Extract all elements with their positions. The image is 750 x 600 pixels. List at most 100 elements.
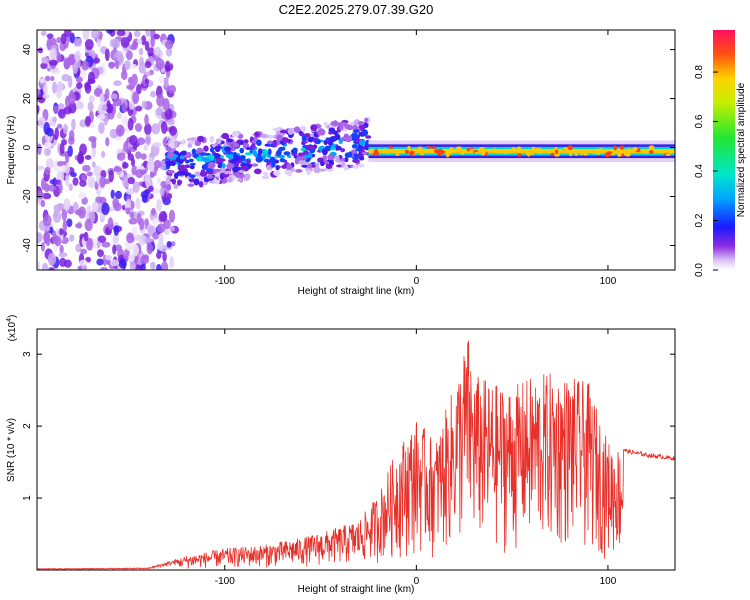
spectrogram-panel: -100 0 100 -40 -20 0 20 40 Height of straight l… <box>6 29 676 297</box>
spectrogram-noise-cell <box>162 251 167 262</box>
spectrogram-track-cell <box>232 143 240 148</box>
spectrogram-noise-cell <box>163 77 169 88</box>
spectrogram-noise-cell <box>56 80 64 92</box>
spectrogram-noise-cell <box>113 202 122 212</box>
spectrogram-noise-cell <box>108 61 115 69</box>
spectrogram-noise-cell <box>56 51 62 63</box>
spectrogram-noise-cell <box>112 232 120 245</box>
snr-series-line <box>37 340 675 570</box>
spectrogram-noise-cell <box>75 223 83 229</box>
spectrogram-track-cell <box>301 164 309 168</box>
snr-exponent-power: 4 <box>6 318 13 322</box>
spectrogram-track-cell <box>219 166 226 174</box>
spectrogram-noise-cell <box>37 190 44 200</box>
spectrogram-noise-cell <box>134 123 143 132</box>
spectrogram-track-cell <box>167 175 172 180</box>
steady-tone-dot <box>409 150 415 156</box>
spectrogram-noise-cell <box>127 177 135 185</box>
spectrogram-noise-cell <box>144 41 150 52</box>
steady-tone-dot <box>373 149 379 154</box>
spectrogram-xtick-label: -100 <box>215 276 235 287</box>
spectrogram-track-cell <box>343 157 349 163</box>
spectrogram-noise-cell <box>151 123 161 135</box>
spectrogram-track-cell <box>267 148 272 155</box>
spectrogram-track-cell <box>188 158 194 163</box>
spectrogram-noise-cell <box>92 57 101 64</box>
spectrogram-track-cell <box>185 159 190 164</box>
spectrogram-ytick-label: -20 <box>22 189 33 204</box>
steady-tone-dot <box>444 150 448 153</box>
spectrogram-noise-cell <box>79 143 88 156</box>
spectrogram-noise-cell <box>101 150 106 159</box>
spectrogram-noise-cell <box>138 47 144 56</box>
spectrogram-noise-cell <box>56 36 62 44</box>
spectrogram-noise-cell <box>97 235 107 244</box>
spectrogram-track-cell <box>203 163 208 171</box>
spectrogram-noise-cell <box>145 134 152 146</box>
spectrogram-noise-cell <box>64 30 72 38</box>
spectrogram-noise-cell <box>131 243 140 257</box>
spectrogram-ylabel: Frequency (Hz) <box>6 116 17 185</box>
spectrogram-track-cell <box>189 162 196 166</box>
spectrogram-track-cell <box>281 164 287 169</box>
spectrogram-track-cell <box>173 172 179 180</box>
steady-tone-dot <box>649 150 654 154</box>
spectrogram-track-cell <box>318 128 324 133</box>
spectrogram-track-cell <box>190 137 196 142</box>
spectrogram-noise-cell <box>160 121 168 134</box>
spectrogram-noise-cell <box>62 219 68 233</box>
spectrogram-track-cell <box>256 139 262 146</box>
spectrogram-xtick-label: 0 <box>414 276 420 287</box>
spectrogram-track-cell <box>189 165 195 170</box>
spectrogram-track-cell <box>320 161 325 167</box>
spectrogram-noise-cell <box>58 181 63 194</box>
steady-tone-dot <box>388 146 394 150</box>
spectrogram-noise-cell <box>126 84 135 90</box>
spectrogram-track-cell <box>353 153 359 159</box>
spectrogram-noise-cell <box>56 170 65 183</box>
spectrogram-track-cell <box>208 161 216 169</box>
steady-tone-dot <box>597 148 604 153</box>
spectrogram-noise-cell <box>58 252 68 258</box>
spectrogram-noise-cell <box>41 57 49 64</box>
spectrogram-track-cell <box>272 139 277 146</box>
spectrogram-noise-cell <box>43 214 52 227</box>
spectrogram-noise-cell <box>169 256 175 269</box>
spectrogram-track-cell <box>351 144 358 149</box>
steady-tone-dot <box>613 145 617 151</box>
spectrogram-noise-cell <box>52 210 62 223</box>
spectrogram-noise-cell <box>59 257 67 267</box>
spectrogram-noise-cell <box>91 161 96 168</box>
spectrogram-noise-cell <box>131 226 138 238</box>
spectrogram-track-cell <box>341 121 347 126</box>
spectrogram-noise-cell <box>63 59 70 70</box>
spectrogram-noise-cell <box>114 190 122 200</box>
spectrogram-noise-cell <box>122 162 129 169</box>
spectrogram-noise-cell <box>167 118 175 126</box>
spectrogram-noise-cell <box>128 253 135 262</box>
spectrogram-noise-cell <box>135 197 141 210</box>
spectrogram-track-cell <box>357 163 365 168</box>
spectrogram-noise-cell <box>96 249 104 258</box>
spectrogram-track-cell <box>246 147 251 151</box>
spectrogram-track-cell <box>165 146 172 151</box>
spectrogram-track-cell <box>243 173 251 180</box>
spectrogram-track-cell <box>334 155 340 160</box>
spectrogram-track-cell <box>287 127 294 135</box>
steady-tone-dot <box>426 145 431 149</box>
steady-tone-dot <box>505 150 510 154</box>
spectrogram-noise-cell <box>44 141 53 149</box>
spectrogram-track-cell <box>221 132 230 140</box>
spectrogram-noise-cell <box>168 209 176 223</box>
spectrogram-track-cell <box>224 146 232 152</box>
spectrogram-noise-cell <box>57 123 63 129</box>
steady-tone-dot <box>446 150 452 156</box>
spectrogram-noise-cell <box>47 252 57 266</box>
spectrogram-track-cell <box>262 149 269 154</box>
spectrogram-track-cell <box>294 157 300 165</box>
colorbar-tick-label: 0.0 <box>694 263 705 277</box>
spectrogram-track-cell <box>352 165 359 169</box>
spectrogram-track-cell <box>260 133 269 139</box>
spectrogram-noise-cell <box>72 177 79 186</box>
